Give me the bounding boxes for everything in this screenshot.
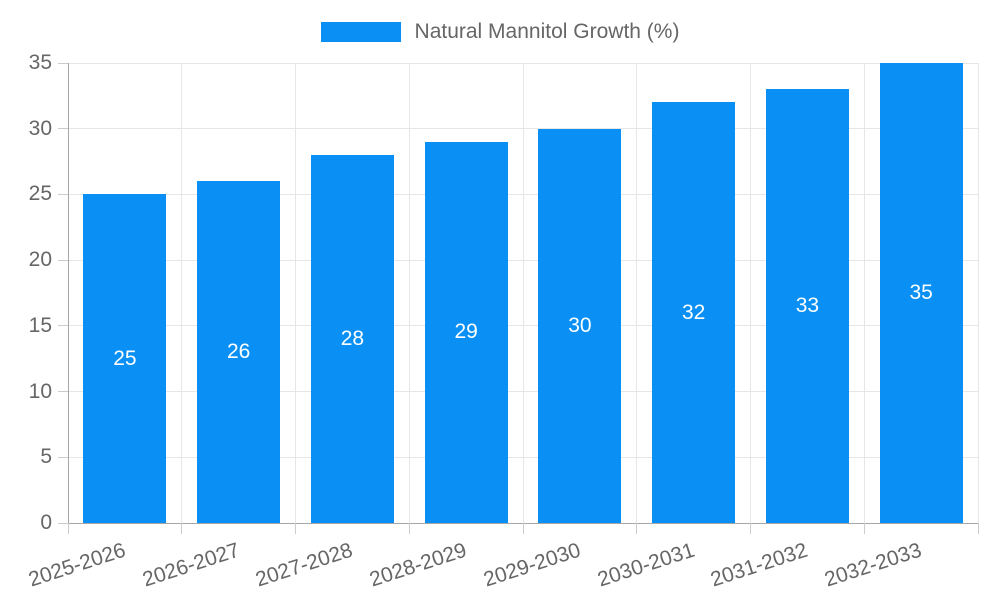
- bar-2032-2033[interactable]: 35: [879, 63, 963, 523]
- y-axis-tick: [58, 522, 68, 524]
- y-axis-tick-label: 0: [40, 511, 52, 534]
- y-axis-tick: [58, 62, 68, 64]
- bar-value-label: 26: [226, 340, 251, 364]
- y-axis-tick: [58, 259, 68, 261]
- bar-value-label: 35: [909, 281, 933, 304]
- bar-value-label: 28: [340, 327, 365, 350]
- y-axis-tick-label: 25: [28, 182, 52, 206]
- legend-label: Natural Mannitol Growth (%): [414, 20, 680, 43]
- y-axis-tick: [58, 128, 68, 130]
- bar-2029-2030[interactable]: 30: [538, 128, 622, 523]
- y-axis-tick: [58, 193, 68, 195]
- gridline-vertical: [750, 63, 751, 523]
- y-axis-tick-label: 5: [40, 445, 52, 469]
- y-axis-tick-label: 15: [28, 313, 52, 337]
- x-axis-tick: [977, 523, 979, 534]
- y-axis-tick: [58, 456, 68, 458]
- x-axis-tick: [636, 523, 638, 534]
- y-axis-tick: [58, 325, 68, 327]
- legend[interactable]: Natural Mannitol Growth (%): [0, 20, 1000, 44]
- bar-2027-2028[interactable]: 28: [310, 155, 394, 523]
- gridline-vertical: [977, 63, 979, 523]
- x-axis-tick: [181, 523, 183, 534]
- x-axis-tick: [750, 523, 751, 534]
- y-axis-tick-label: 35: [28, 51, 52, 74]
- bar-2025-2026[interactable]: 25: [83, 194, 167, 523]
- x-axis-tick: [522, 523, 524, 534]
- x-axis-tick: [295, 523, 296, 534]
- y-axis-tick-label: 30: [28, 116, 52, 140]
- y-axis-tick-label: 10: [28, 379, 52, 403]
- x-axis-tick: [863, 523, 865, 534]
- x-axis-tick: [67, 523, 69, 534]
- legend-swatch-icon: [320, 22, 401, 42]
- bar-2028-2029[interactable]: 29: [424, 141, 508, 523]
- bar-2030-2031[interactable]: 32: [652, 102, 736, 523]
- gridline-vertical: [522, 63, 524, 523]
- bar-value-label: 29: [454, 320, 478, 344]
- bar-2031-2032[interactable]: 33: [765, 89, 849, 523]
- bar-value-label: 30: [568, 313, 592, 337]
- gridline-vertical: [295, 63, 296, 523]
- gridline-vertical: [408, 63, 410, 523]
- y-axis-tick: [58, 391, 68, 393]
- y-axis-tick-label: 20: [28, 248, 52, 272]
- bar-value-label: 32: [681, 300, 706, 324]
- gridline-vertical: [863, 63, 865, 523]
- gridline-vertical: [181, 63, 183, 523]
- gridline-vertical: [636, 63, 638, 523]
- bar-2026-2027[interactable]: 26: [197, 181, 281, 523]
- y-axis-line: [67, 63, 69, 534]
- bar-value-label: 25: [113, 346, 137, 370]
- x-axis-tick: [408, 523, 410, 534]
- bar-value-label: 33: [795, 294, 820, 318]
